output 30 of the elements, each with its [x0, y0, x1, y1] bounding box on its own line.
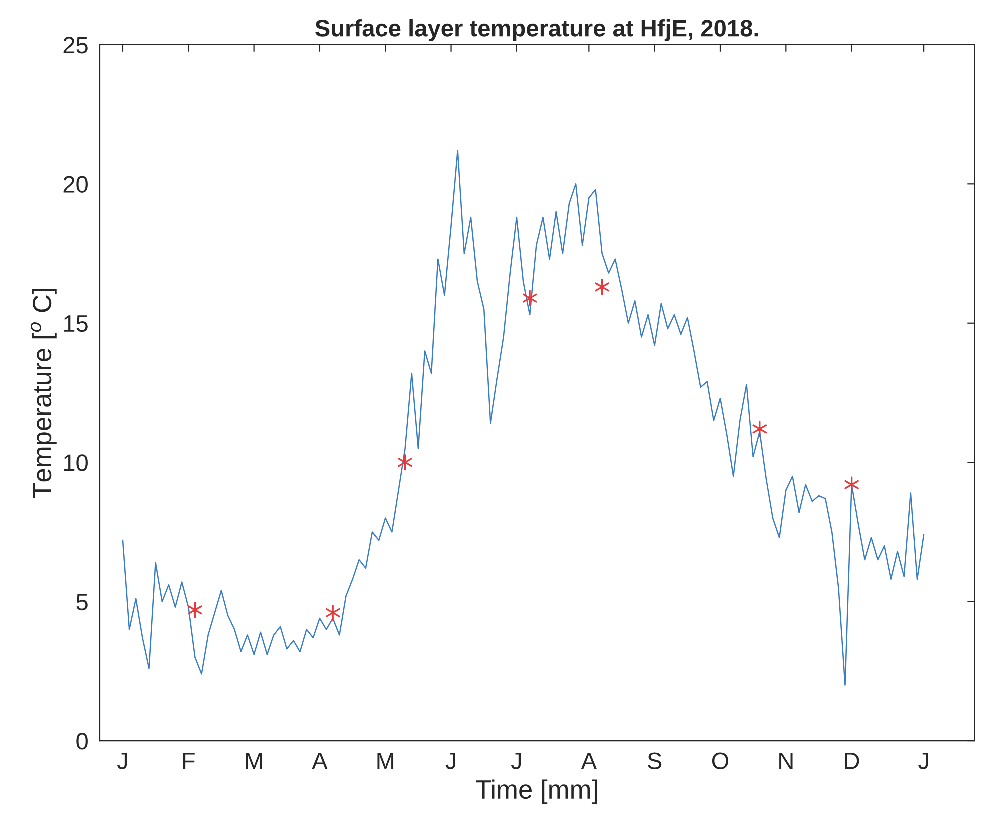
x-tick-label: A [581, 752, 597, 770]
y-tick-label: 10 [64, 454, 88, 472]
x-tick-label: J [446, 752, 456, 770]
y-tick-label: 15 [64, 316, 88, 332]
point [522, 290, 538, 306]
x-tick-label: O [712, 752, 729, 770]
point [752, 421, 768, 438]
x-axis-title: Time [mm] [476, 780, 598, 804]
line-series [122, 150, 925, 686]
point [844, 476, 859, 493]
x-tick-label: J [117, 752, 128, 770]
x-tick-label: M [246, 752, 262, 770]
y-tick-label: 0 [76, 733, 88, 750]
y-tick-label: 25 [64, 37, 88, 54]
x-tick-label: S [648, 752, 662, 770]
x-tick-label: M [378, 752, 394, 770]
x-tick-label: J [918, 752, 928, 770]
y-axis-title: Temperature [$^{o}$ C] [30, 289, 57, 498]
point [326, 604, 340, 622]
chart-title: Surface layer temperature at HfjE, 2018. [316, 19, 758, 42]
point [188, 602, 202, 618]
point [398, 454, 412, 471]
y-tick-label: 20 [64, 176, 88, 193]
x-tick-label: D [845, 752, 860, 770]
y-tick-label: 5 [76, 594, 88, 611]
x-tick-label: F [183, 752, 195, 770]
point [595, 279, 610, 296]
x-tick-label: J [511, 752, 522, 770]
x-tick-label: N [780, 752, 793, 770]
x-tick-label: A [312, 752, 328, 770]
